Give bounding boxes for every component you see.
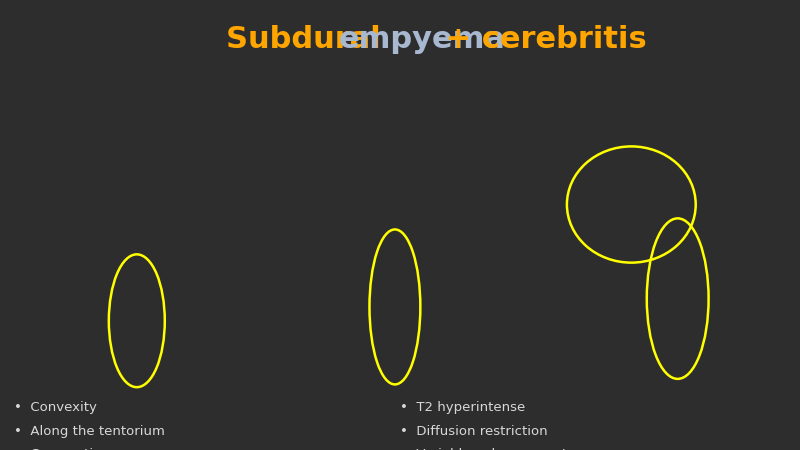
Text: •  Convexity: • Convexity	[14, 401, 98, 414]
Text: •  Crescentic: • Crescentic	[14, 448, 101, 450]
Text: Subdural: Subdural	[226, 25, 391, 54]
Text: •  Along the tentorium: • Along the tentorium	[14, 425, 166, 438]
Text: •  T2 hyperintense: • T2 hyperintense	[400, 401, 526, 414]
Text: + cerebritis: + cerebritis	[435, 25, 647, 54]
Text: •  Variable enhancement: • Variable enhancement	[400, 448, 567, 450]
Text: •  Diffusion restriction: • Diffusion restriction	[400, 425, 548, 438]
Text: empyema: empyema	[339, 25, 506, 54]
